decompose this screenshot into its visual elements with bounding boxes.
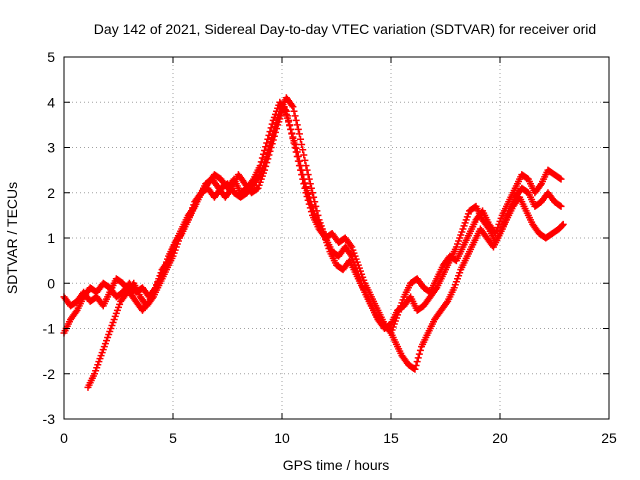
data-point	[414, 354, 422, 362]
data-point	[294, 125, 302, 133]
data-point	[484, 223, 492, 231]
y-axis-label: SDTVAR / TECUs	[4, 182, 20, 294]
data-point	[557, 202, 565, 210]
data-point	[148, 294, 156, 302]
data-point	[267, 144, 275, 151]
data-point	[287, 125, 295, 133]
series-track-c	[84, 103, 567, 391]
data-point	[556, 202, 564, 210]
x-axis-label: GPS time / hours	[283, 457, 390, 473]
x-tick-label: 5	[169, 430, 177, 446]
data-point	[281, 107, 289, 115]
x-tick-label: 15	[383, 430, 399, 446]
data-point	[292, 144, 300, 152]
data-point	[310, 193, 318, 201]
data-point	[283, 114, 291, 122]
data-point	[559, 220, 567, 228]
data-point	[411, 365, 419, 373]
y-tick-label: 0	[47, 275, 55, 291]
data-point	[297, 135, 305, 143]
data-point	[290, 137, 298, 145]
data-point	[300, 151, 308, 159]
data-point	[299, 171, 307, 179]
y-tick-label: 3	[47, 140, 55, 156]
data-point	[536, 181, 544, 189]
data-point	[262, 162, 270, 170]
data-point	[285, 118, 293, 126]
y-tick-label: -1	[43, 321, 56, 337]
data-point	[306, 180, 314, 188]
data-point	[309, 189, 317, 197]
data-point	[286, 122, 294, 130]
data-layer	[60, 94, 567, 391]
data-point	[266, 147, 274, 155]
data-point	[271, 128, 279, 136]
y-tick-label: -3	[43, 411, 56, 427]
data-point	[302, 183, 310, 191]
data-point	[282, 110, 290, 118]
data-point	[301, 156, 309, 164]
data-point	[557, 175, 565, 183]
data-point	[416, 346, 424, 354]
chart-title: Day 142 of 2021, Sidereal Day-to-day VTE…	[94, 21, 596, 37]
tick-layer: 0 5 10 15 20 25 -3 -2 -1 0 1 2 3 4 5	[43, 49, 617, 446]
data-point	[347, 242, 355, 250]
data-point	[300, 175, 308, 183]
y-tick-label: 2	[47, 185, 55, 201]
data-point	[253, 185, 261, 193]
data-point	[415, 350, 423, 358]
data-point	[301, 179, 309, 187]
data-point	[72, 308, 80, 316]
data-point	[432, 285, 440, 293]
data-point	[347, 251, 355, 259]
data-point	[288, 101, 296, 109]
data-point	[264, 155, 272, 163]
data-point	[265, 151, 273, 159]
x-tick-label: 0	[60, 430, 68, 446]
data-point	[412, 361, 420, 369]
data-point	[291, 112, 299, 120]
data-point	[293, 121, 301, 129]
data-point	[413, 358, 421, 366]
data-point	[292, 116, 300, 124]
data-point	[269, 136, 277, 144]
data-point	[227, 186, 235, 194]
data-point	[270, 132, 278, 140]
data-point	[305, 194, 313, 202]
data-point	[290, 107, 298, 115]
data-point	[289, 133, 297, 141]
data-point	[261, 166, 269, 174]
y-tick-label: 1	[47, 230, 55, 246]
data-point	[280, 103, 288, 111]
x-tick-label: 10	[274, 430, 290, 446]
data-point	[443, 299, 451, 307]
y-tick-label: 5	[47, 49, 55, 65]
data-point	[268, 140, 276, 148]
data-point	[298, 166, 306, 174]
data-point	[299, 146, 307, 154]
y-tick-label: -2	[43, 366, 56, 382]
data-point	[294, 153, 302, 161]
data-point	[273, 125, 281, 133]
data-point	[307, 184, 315, 192]
y-tick-label: 4	[47, 94, 55, 110]
data-point	[288, 129, 296, 137]
x-tick-label: 20	[492, 430, 508, 446]
data-point	[289, 103, 297, 111]
data-point	[312, 202, 320, 210]
data-point	[258, 154, 266, 162]
data-point	[295, 130, 303, 138]
x-tick-label: 25	[601, 430, 617, 446]
data-point	[263, 159, 271, 167]
data-point	[295, 157, 303, 165]
data-point	[304, 190, 312, 198]
data-point	[291, 140, 299, 148]
data-point	[556, 174, 564, 182]
data-point	[293, 148, 301, 156]
data-point	[257, 158, 265, 166]
data-point	[298, 140, 306, 148]
data-point	[297, 162, 305, 170]
data-point	[303, 186, 311, 194]
